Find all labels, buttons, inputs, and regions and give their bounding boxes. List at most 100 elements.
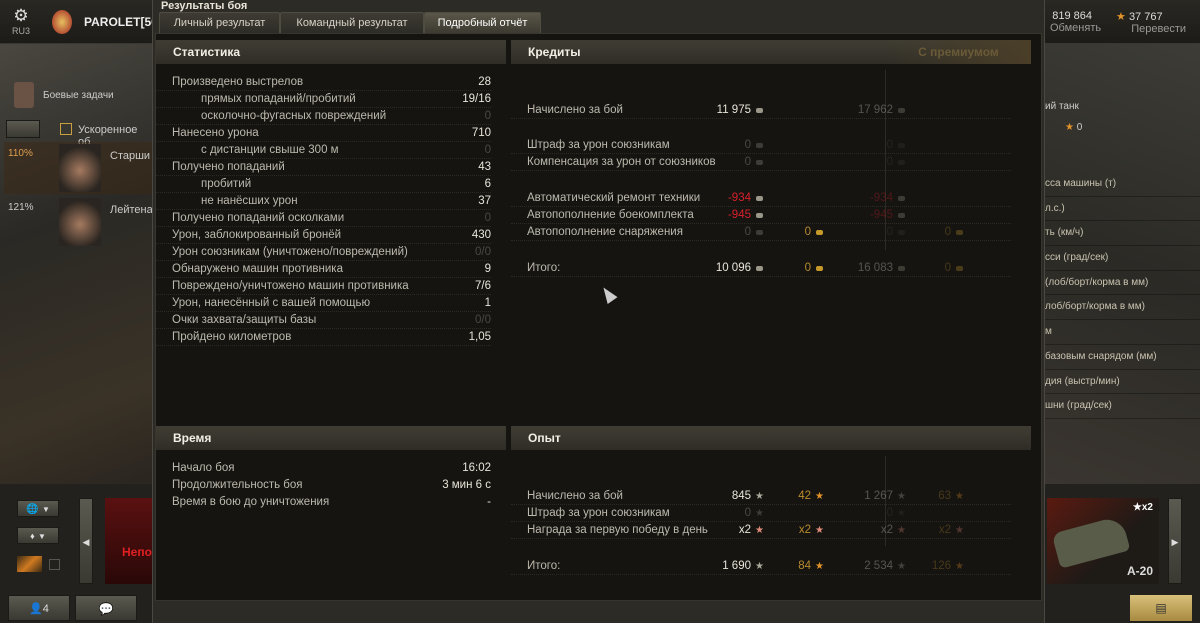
premium-divider — [885, 70, 886, 250]
message-icon: ▤ — [1155, 601, 1167, 615]
vehicle-param-label: сса машины (т) — [1045, 172, 1200, 197]
credit-value: 17 962 — [857, 104, 893, 116]
star-icon: ★ — [1132, 502, 1142, 513]
xp-row: Итого: 1 690 ★ 84 ★ 2 534 ★ 126 ★ — [511, 558, 1011, 575]
tab-team-result[interactable]: Командный результат — [280, 12, 424, 33]
stats-row: Получено попаданий 43 — [156, 159, 491, 176]
xp-star-icon: ★ — [755, 508, 764, 519]
gold-value: 0 — [804, 226, 811, 238]
server-select[interactable]: 🌐 ▼ — [17, 500, 59, 517]
carousel-right-button[interactable]: ▶ — [1168, 498, 1182, 584]
crew-member[interactable]: 110% Старши — [4, 142, 152, 194]
crew-portrait — [59, 144, 101, 192]
crew-skill-pct: 121% — [8, 202, 34, 213]
transfer-link[interactable]: Перевести — [1131, 23, 1186, 35]
player-name[interactable]: PAROLET[50 — [84, 15, 158, 29]
credit-coin-icon — [756, 230, 763, 235]
xp-header: Опыт — [511, 426, 1031, 450]
credits-block[interactable]: 819 864 Обменять — [1050, 10, 1102, 34]
credit-coin-icon — [756, 213, 763, 218]
stats-value: 1,05 — [468, 331, 491, 343]
credits-row: Компенсация за урон от союзников 0 0 — [511, 154, 1011, 171]
stats-value: 0 — [484, 144, 491, 156]
credit-value: 0 — [886, 156, 893, 168]
time-row: Начало боя 16:02 — [156, 460, 491, 477]
free-xp-star-icon: ★ — [815, 491, 824, 502]
platoon-button[interactable]: 👤4 — [8, 595, 70, 621]
free-xp-value: 42 — [798, 490, 811, 502]
xp-value: 1 267 — [864, 490, 893, 502]
carousel-left-button[interactable]: ◀ — [79, 498, 93, 584]
credits-title: Кредиты — [528, 45, 581, 59]
stats-label: Произведено выстрелов — [172, 76, 304, 88]
xp-value: 2 534 — [864, 560, 893, 572]
crew-button[interactable] — [6, 120, 40, 138]
xp-star-icon: ★ — [897, 525, 906, 536]
vehicle-param-label: дия (выстр/мин) — [1045, 370, 1200, 395]
credits-label: Автопополнение снаряжения — [527, 226, 683, 238]
stats-value: 0/0 — [475, 314, 491, 326]
xp-value: 0 — [886, 507, 893, 519]
stats-value: 28 — [478, 76, 491, 88]
camo-button[interactable] — [17, 556, 42, 572]
credit-coin-icon — [756, 108, 763, 113]
xp-label: Штраф за урон союзникам — [527, 507, 670, 519]
stats-row: Нанесено урона 710 — [156, 125, 491, 142]
credits-header: Кредиты С премиумом — [511, 40, 1031, 64]
xp-star-icon: ★ — [897, 491, 906, 502]
crew-member[interactable]: 121% Лейтена — [4, 196, 153, 248]
platoon-count: 4 — [42, 603, 49, 615]
detailed-report-panel: Статистика Произведено выстрелов 28 прямых… — [155, 33, 1042, 601]
credit-coin-icon — [898, 108, 905, 113]
vehicle-param-label: сси (град/сек) — [1045, 246, 1200, 271]
vehicle-card-a20[interactable]: ★x2 A-20 — [1047, 498, 1159, 584]
credits-label: Итого: — [527, 262, 561, 274]
xp-row: Штраф за урон союзникам 0 ★ 0 ★ — [511, 505, 1011, 522]
tank-image — [1051, 515, 1131, 569]
xp-value: 845 — [731, 490, 751, 502]
xp-star-icon: ★ — [1065, 122, 1074, 133]
quests-button[interactable]: Боевые задачи — [43, 90, 114, 101]
battle-type-select[interactable]: ♦ ▼ — [17, 527, 59, 544]
chat-button[interactable]: 💬 — [75, 595, 137, 621]
stats-row: с дистанции свыше 300 м 0 — [156, 142, 491, 159]
tab-detailed-report[interactable]: Подробный отчёт — [424, 12, 541, 33]
vehicle-type-label: ий танк — [1045, 101, 1079, 112]
tab-personal-result[interactable]: Личный результат — [159, 12, 280, 33]
stats-value: 19/16 — [462, 93, 491, 105]
credit-value: 0 — [886, 226, 893, 238]
xp-star-icon: ★ — [755, 525, 764, 536]
credits-amount: 819 864 — [1052, 10, 1092, 22]
credit-coin-icon — [898, 196, 905, 201]
stats-row: пробитий 6 — [156, 176, 491, 193]
credits-row: Начислено за бой 11 975 17 962 — [511, 102, 1011, 119]
notifications-button[interactable]: ▤ — [1130, 595, 1192, 621]
gear-icon: ⚙ — [13, 6, 29, 25]
gold-block[interactable]: ★ 37 767 Перевести — [1116, 10, 1186, 35]
quests-icon — [14, 82, 34, 108]
filter-checkbox[interactable] — [49, 559, 60, 570]
stats-value: 37 — [478, 195, 491, 207]
window-title: Результаты боя — [161, 0, 248, 12]
globe-icon: 🌐 — [26, 504, 39, 515]
credit-value: -934 — [869, 192, 893, 204]
xp-label: Начислено за бой — [527, 490, 623, 502]
exchange-link[interactable]: Обменять — [1050, 22, 1102, 34]
time-label: Начало боя — [172, 462, 235, 474]
diamond-icon: ♦ — [30, 531, 35, 541]
vehicle-param-label: базовым снарядом (мм) — [1045, 345, 1200, 370]
settings-button[interactable]: ⚙ RU3 — [6, 6, 36, 36]
chevron-left-icon: ◀ — [82, 537, 90, 547]
vehicle-card[interactable]: Непо — [105, 498, 152, 584]
user-icon: 👤 — [29, 603, 43, 615]
accelerated-training-checkbox[interactable] — [60, 123, 72, 135]
stats-label: Получено попаданий — [172, 161, 285, 173]
stats-label: Нанесено урона — [172, 127, 259, 139]
stats-value: 6 — [484, 178, 491, 190]
time-header: Время — [156, 426, 506, 450]
stats-label: Урон, заблокированный бронёй — [172, 229, 342, 241]
stats-label: Повреждено/уничтожено машин противника — [172, 280, 409, 292]
stats-label: Урон, нанесённый с вашей помощью — [172, 297, 371, 309]
credit-coin-icon — [898, 160, 905, 165]
vehicle-param-label: ть (км/ч) — [1045, 221, 1200, 247]
